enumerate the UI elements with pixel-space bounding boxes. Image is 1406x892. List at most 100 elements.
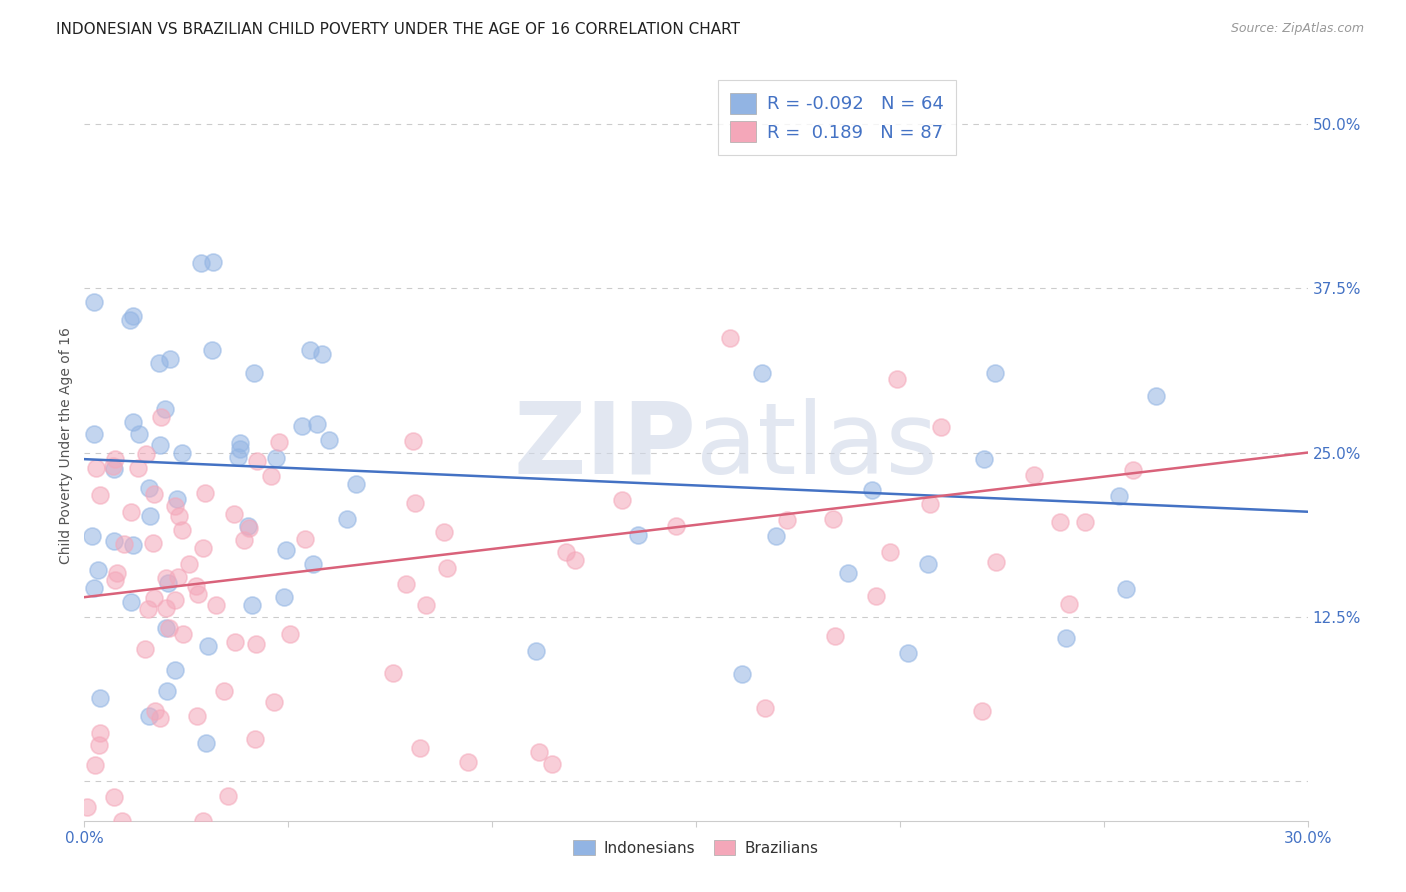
- Y-axis label: Child Poverty Under the Age of 16: Child Poverty Under the Age of 16: [59, 327, 73, 565]
- Point: [918, 497, 941, 511]
- Point: [1022, 468, 1045, 483]
- Point: [973, 452, 995, 467]
- Point: [886, 372, 908, 386]
- Point: [1049, 515, 1071, 529]
- Point: [238, 519, 260, 533]
- Point: [122, 538, 145, 552]
- Point: [610, 493, 633, 508]
- Point: [83, 581, 105, 595]
- Point: [1074, 515, 1097, 529]
- Point: [879, 545, 901, 559]
- Point: [120, 595, 142, 609]
- Point: [294, 533, 316, 547]
- Point: [156, 576, 179, 591]
- Point: [89, 690, 111, 705]
- Point: [104, 451, 127, 466]
- Point: [159, 351, 181, 366]
- Point: [381, 665, 404, 680]
- Point: [205, 598, 228, 612]
- Point: [103, 790, 125, 805]
- Text: Source: ZipAtlas.com: Source: ZipAtlas.com: [1230, 22, 1364, 36]
- Point: [415, 599, 437, 613]
- Point: [87, 563, 110, 577]
- Point: [84, 461, 107, 475]
- Point: [110, 814, 132, 828]
- Point: [311, 346, 333, 360]
- Point: [824, 629, 846, 643]
- Point: [186, 579, 208, 593]
- Point: [166, 491, 188, 506]
- Point: [157, 621, 180, 635]
- Point: [436, 561, 458, 575]
- Point: [267, 434, 290, 449]
- Point: [865, 589, 887, 603]
- Point: [718, 331, 741, 345]
- Point: [155, 621, 177, 635]
- Text: INDONESIAN VS BRAZILIAN CHILD POVERTY UNDER THE AGE OF 16 CORRELATION CHART: INDONESIAN VS BRAZILIAN CHILD POVERTY UN…: [56, 22, 740, 37]
- Point: [170, 446, 193, 460]
- Point: [243, 366, 266, 380]
- Point: [1054, 631, 1077, 645]
- Point: [127, 460, 149, 475]
- Point: [222, 508, 245, 522]
- Point: [263, 695, 285, 709]
- Point: [177, 557, 200, 571]
- Point: [104, 573, 127, 587]
- Point: [409, 740, 432, 755]
- Point: [76, 799, 98, 814]
- Point: [167, 508, 190, 523]
- Point: [163, 499, 186, 513]
- Point: [457, 755, 479, 769]
- Point: [274, 542, 297, 557]
- Point: [83, 295, 105, 310]
- Point: [89, 726, 111, 740]
- Point: [564, 553, 586, 567]
- Point: [138, 481, 160, 495]
- Point: [970, 704, 993, 718]
- Point: [273, 591, 295, 605]
- Point: [201, 343, 224, 358]
- Point: [83, 427, 105, 442]
- Point: [187, 587, 209, 601]
- Point: [163, 663, 186, 677]
- Point: [336, 512, 359, 526]
- Point: [193, 814, 215, 828]
- Point: [155, 571, 177, 585]
- Point: [765, 528, 787, 542]
- Point: [665, 518, 688, 533]
- Point: [264, 451, 287, 466]
- Point: [754, 701, 776, 715]
- Point: [197, 639, 219, 653]
- Point: [143, 487, 166, 501]
- Point: [917, 557, 939, 571]
- Point: [344, 477, 367, 491]
- Point: [149, 438, 172, 452]
- Point: [984, 555, 1007, 569]
- Point: [1115, 582, 1137, 596]
- Point: [143, 591, 166, 606]
- Point: [153, 401, 176, 416]
- Point: [194, 485, 217, 500]
- Point: [167, 570, 190, 584]
- Point: [101, 459, 124, 474]
- Point: [402, 434, 425, 448]
- Point: [751, 366, 773, 380]
- Point: [984, 366, 1007, 380]
- Point: [524, 644, 547, 658]
- Point: [190, 256, 212, 270]
- Point: [555, 545, 578, 559]
- Point: [103, 534, 125, 549]
- Point: [139, 508, 162, 523]
- Point: [186, 709, 208, 723]
- Point: [191, 541, 214, 555]
- Point: [107, 566, 129, 581]
- Point: [1122, 463, 1144, 477]
- Point: [224, 635, 246, 649]
- Point: [305, 417, 328, 432]
- Text: atlas: atlas: [696, 398, 938, 494]
- Point: [122, 309, 145, 323]
- Point: [195, 735, 218, 749]
- Point: [229, 436, 252, 450]
- Point: [150, 410, 173, 425]
- Point: [245, 637, 267, 651]
